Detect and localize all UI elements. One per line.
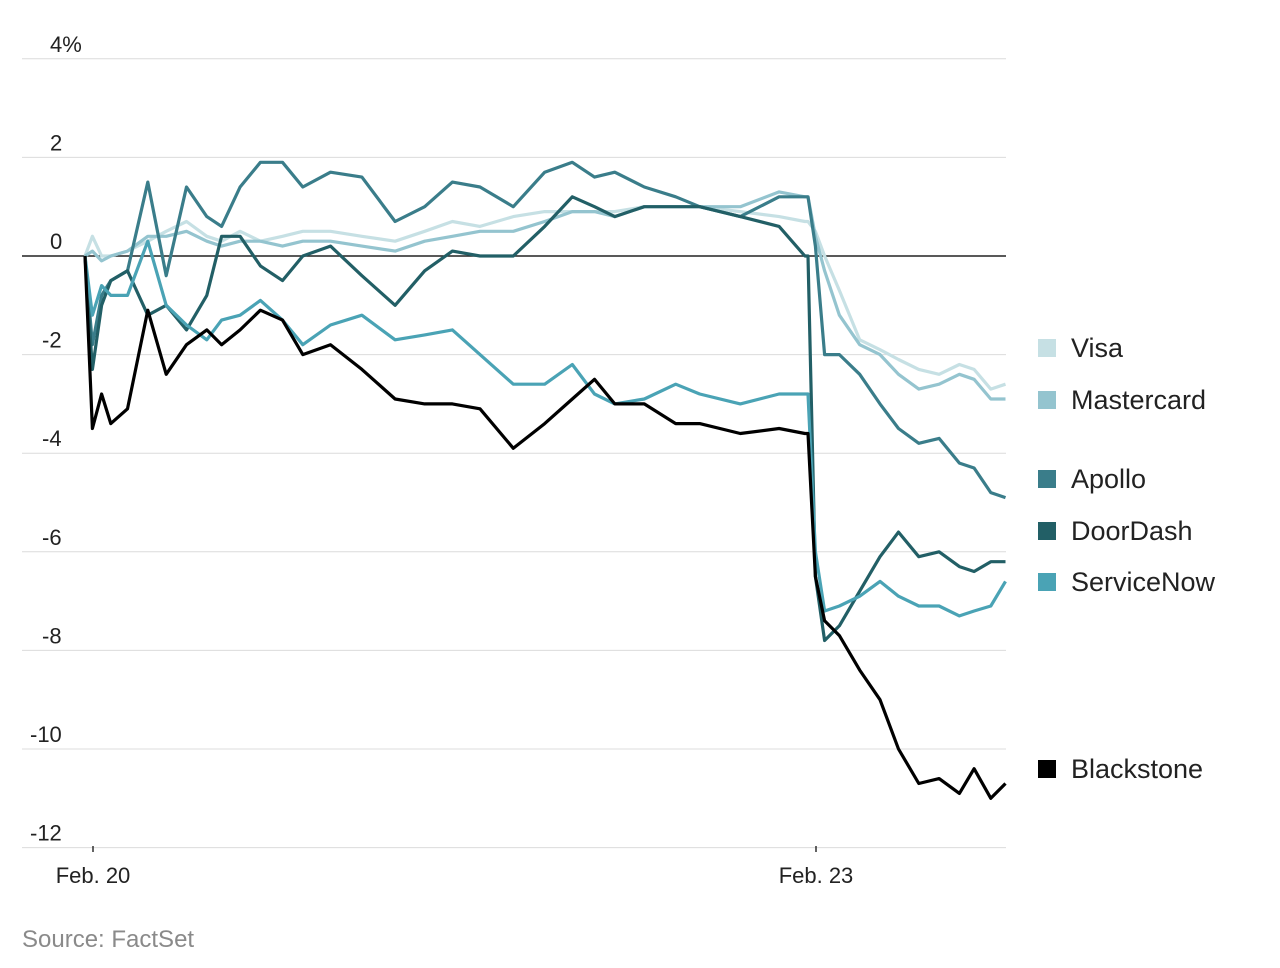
- y-tick-label: -2: [42, 328, 62, 353]
- legend-label: Blackstone: [1071, 754, 1203, 784]
- legend: Visa Mastercard Apollo DoorDash ServiceNow Bl…: [1038, 333, 1216, 784]
- x-tick-label: Feb. 20: [56, 863, 131, 888]
- y-tick-label: 0: [50, 229, 62, 254]
- x-axis-ticks: Feb. 20 Feb. 23: [56, 846, 854, 888]
- series-line-apollo: [83, 160, 1007, 500]
- y-tick-label: 4%: [50, 32, 82, 57]
- x-tick-label: Feb. 23: [779, 863, 854, 888]
- legend-swatch: [1038, 470, 1056, 488]
- legend-swatch: [1038, 573, 1056, 591]
- legend-swatch: [1038, 339, 1056, 357]
- legend-label: ServiceNow: [1071, 567, 1216, 597]
- y-tick-label: -4: [42, 426, 62, 451]
- legend-label: DoorDash: [1071, 516, 1193, 546]
- series-line-blackstone: [83, 255, 1007, 800]
- legend-swatch: [1038, 760, 1056, 778]
- legend-label: Mastercard: [1071, 385, 1206, 415]
- legend-label: Visa: [1071, 333, 1124, 363]
- legend-label: Apollo: [1071, 464, 1146, 494]
- y-tick-label: -8: [42, 623, 62, 648]
- legend-swatch: [1038, 391, 1056, 409]
- y-axis-ticks: 4% 2 0 -2 -4 -6 -8 -10 -12: [30, 32, 82, 846]
- legend-swatch: [1038, 522, 1056, 540]
- y-tick-label: -12: [30, 821, 62, 846]
- series-lines: [83, 160, 1007, 800]
- series-line-doordash: [83, 195, 1006, 643]
- series-line-servicenow: [83, 239, 1007, 618]
- series-line-visa: [83, 205, 1007, 391]
- gridlines: [22, 58, 1006, 849]
- source-note: Source: FactSet: [22, 926, 195, 953]
- y-tick-label: 2: [50, 130, 62, 155]
- y-tick-label: -10: [30, 722, 62, 747]
- series-line-mastercard: [84, 190, 1006, 401]
- y-tick-label: -6: [42, 525, 62, 550]
